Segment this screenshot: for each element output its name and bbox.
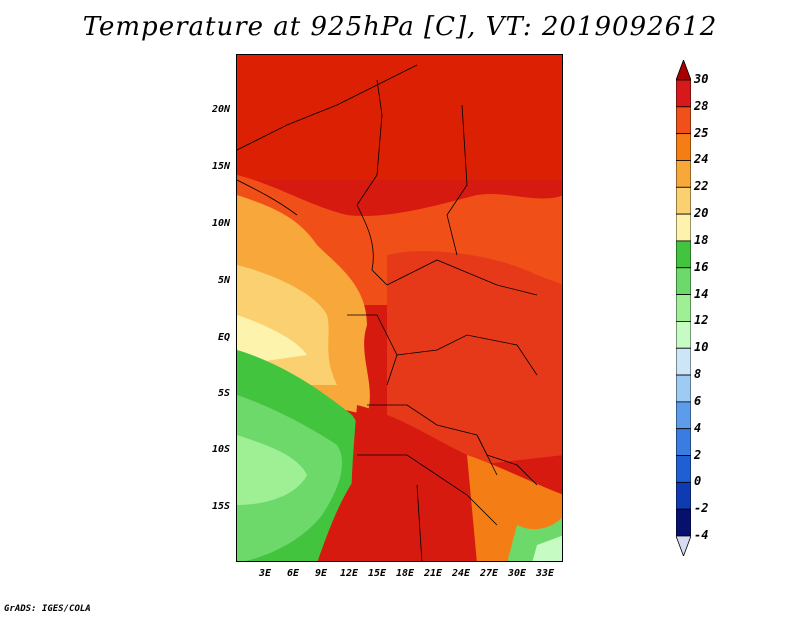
colorbar-label: 2 [694,447,702,462]
colorbar-swatch [676,508,691,537]
colorbar-label: -4 [694,528,709,542]
colorbar-label: 4 [694,420,702,435]
colorbar [676,60,691,556]
colorbar-swatch [676,160,691,188]
colorbar-top-arrow [676,60,691,81]
lon-label: 3E [258,568,272,579]
lon-label: 30E [507,568,527,579]
colorbar-swatch [676,213,691,242]
map-panel [236,54,563,562]
colorbar-bottom-arrow [676,535,691,556]
colorbar-label: 25 [694,125,709,140]
lat-label: 10S [211,444,230,455]
grads-credit: GrADS: IGES/COLA [4,604,91,614]
colorbar-label: 10 [694,340,709,355]
colorbar-swatch [676,347,691,376]
colorbar-label: 6 [694,393,702,408]
colorbar-label: 24 [694,152,709,167]
lon-label: 27E [479,568,499,579]
lon-label: 12E [339,568,359,579]
lon-label: 15E [367,568,387,579]
chart-title: Temperature at 925hPa [C], VT: 201909261… [82,12,718,42]
colorbar-swatch [676,401,691,430]
colorbar-label: 16 [694,259,709,274]
colorbar-label: 0 [694,474,702,489]
colorbar-label: 8 [694,367,702,382]
colorbar-label: 28 [694,98,709,113]
lat-label: 15N [211,161,230,172]
temperature-map [237,55,562,561]
colorbar-swatch [676,186,691,215]
lat-label: 15S [211,501,230,512]
colorbar-swatch [676,267,691,295]
lat-label: 5N [217,275,230,286]
lat-label: 20N [211,104,230,115]
colorbar-label: 12 [694,313,709,328]
lon-label: 33E [535,568,555,579]
lon-label: 21E [423,568,443,579]
colorbar-label: 18 [694,232,709,247]
colorbar-label: 22 [694,179,709,194]
colorbar-label: 14 [694,286,709,301]
colorbar-label: 20 [694,206,709,221]
colorbar-swatch [676,481,691,510]
lat-label: EQ [217,332,230,343]
colorbar-swatch [676,455,691,483]
lat-label: 10N [211,218,230,229]
lon-label: 6E [286,568,300,579]
colorbar-label: 30 [694,72,709,86]
colorbar-label: -2 [694,501,709,516]
colorbar-swatch [676,321,691,349]
colorbar-swatch [676,79,691,108]
colorbar-swatch [676,106,691,135]
colorbar-swatch [676,294,691,322]
lon-label: 18E [395,568,415,579]
colorbar-swatch [676,428,691,456]
colorbar-swatch [676,240,691,269]
colorbar-swatch [676,374,691,403]
lat-label: 5S [217,388,230,399]
lon-label: 24E [451,568,471,579]
colorbar-swatch [676,133,691,161]
lon-label: 9E [314,568,328,579]
